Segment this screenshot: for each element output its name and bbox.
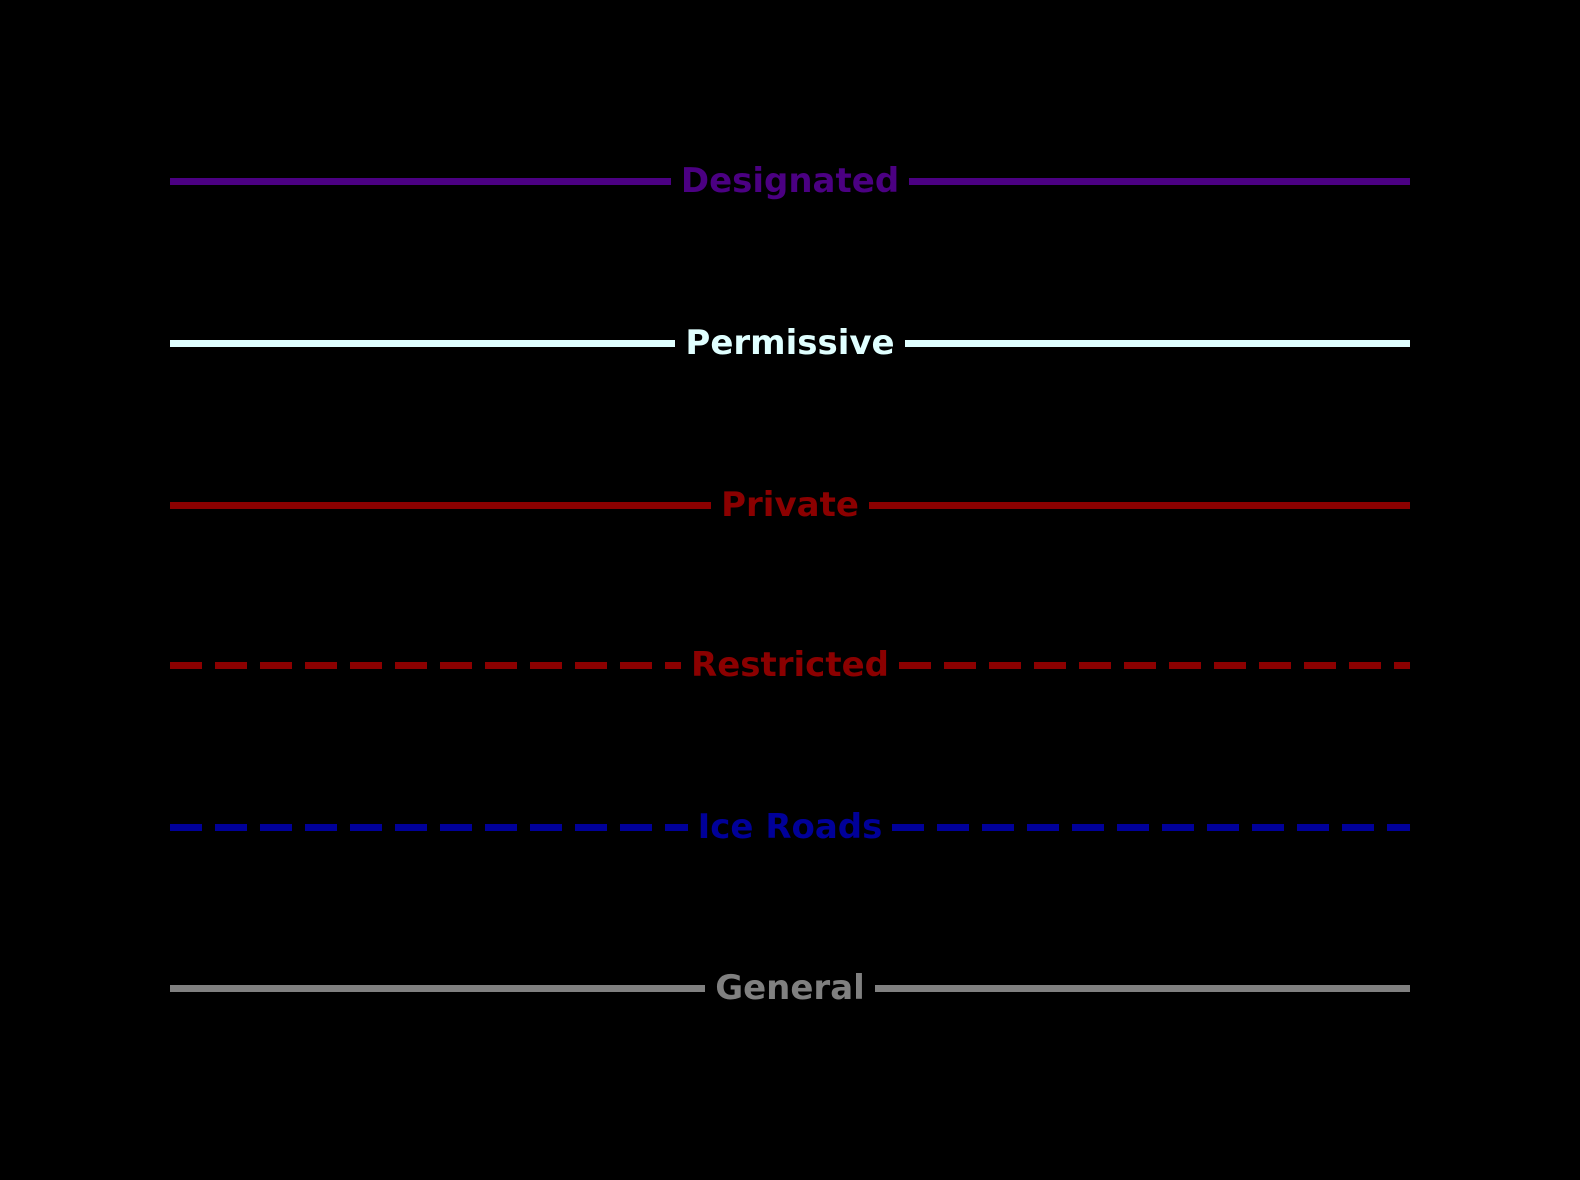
line-right-segment xyxy=(909,177,1410,185)
line-left-segment xyxy=(170,177,671,185)
line-left-segment xyxy=(170,823,688,831)
line-right-segment xyxy=(898,661,1410,669)
legend-label: General xyxy=(715,968,865,1008)
line-right-segment xyxy=(892,823,1411,831)
line-right-segment xyxy=(904,339,1410,347)
line-left-segment xyxy=(170,501,712,509)
legend-row-permissive: Permissive xyxy=(170,319,1410,367)
legend-row-restricted: Restricted xyxy=(170,641,1410,689)
legend-label: Ice Roads xyxy=(697,807,883,847)
legend-row-private: Private xyxy=(170,481,1411,529)
legend-row-designated: Designated xyxy=(170,157,1410,205)
legend-label: Designated xyxy=(680,161,900,201)
line-left-segment xyxy=(170,984,706,992)
line-right-segment xyxy=(874,984,1411,992)
legend-label: Private xyxy=(721,485,859,525)
legend-label: Restricted xyxy=(691,645,889,685)
line-right-segment xyxy=(868,501,1411,509)
line-left-segment xyxy=(170,661,682,669)
legend-row-ice-roads: Ice Roads xyxy=(170,803,1411,851)
legend-row-general: General xyxy=(170,964,1411,1012)
legend-label: Permissive xyxy=(685,323,895,363)
line-left-segment xyxy=(170,339,676,347)
